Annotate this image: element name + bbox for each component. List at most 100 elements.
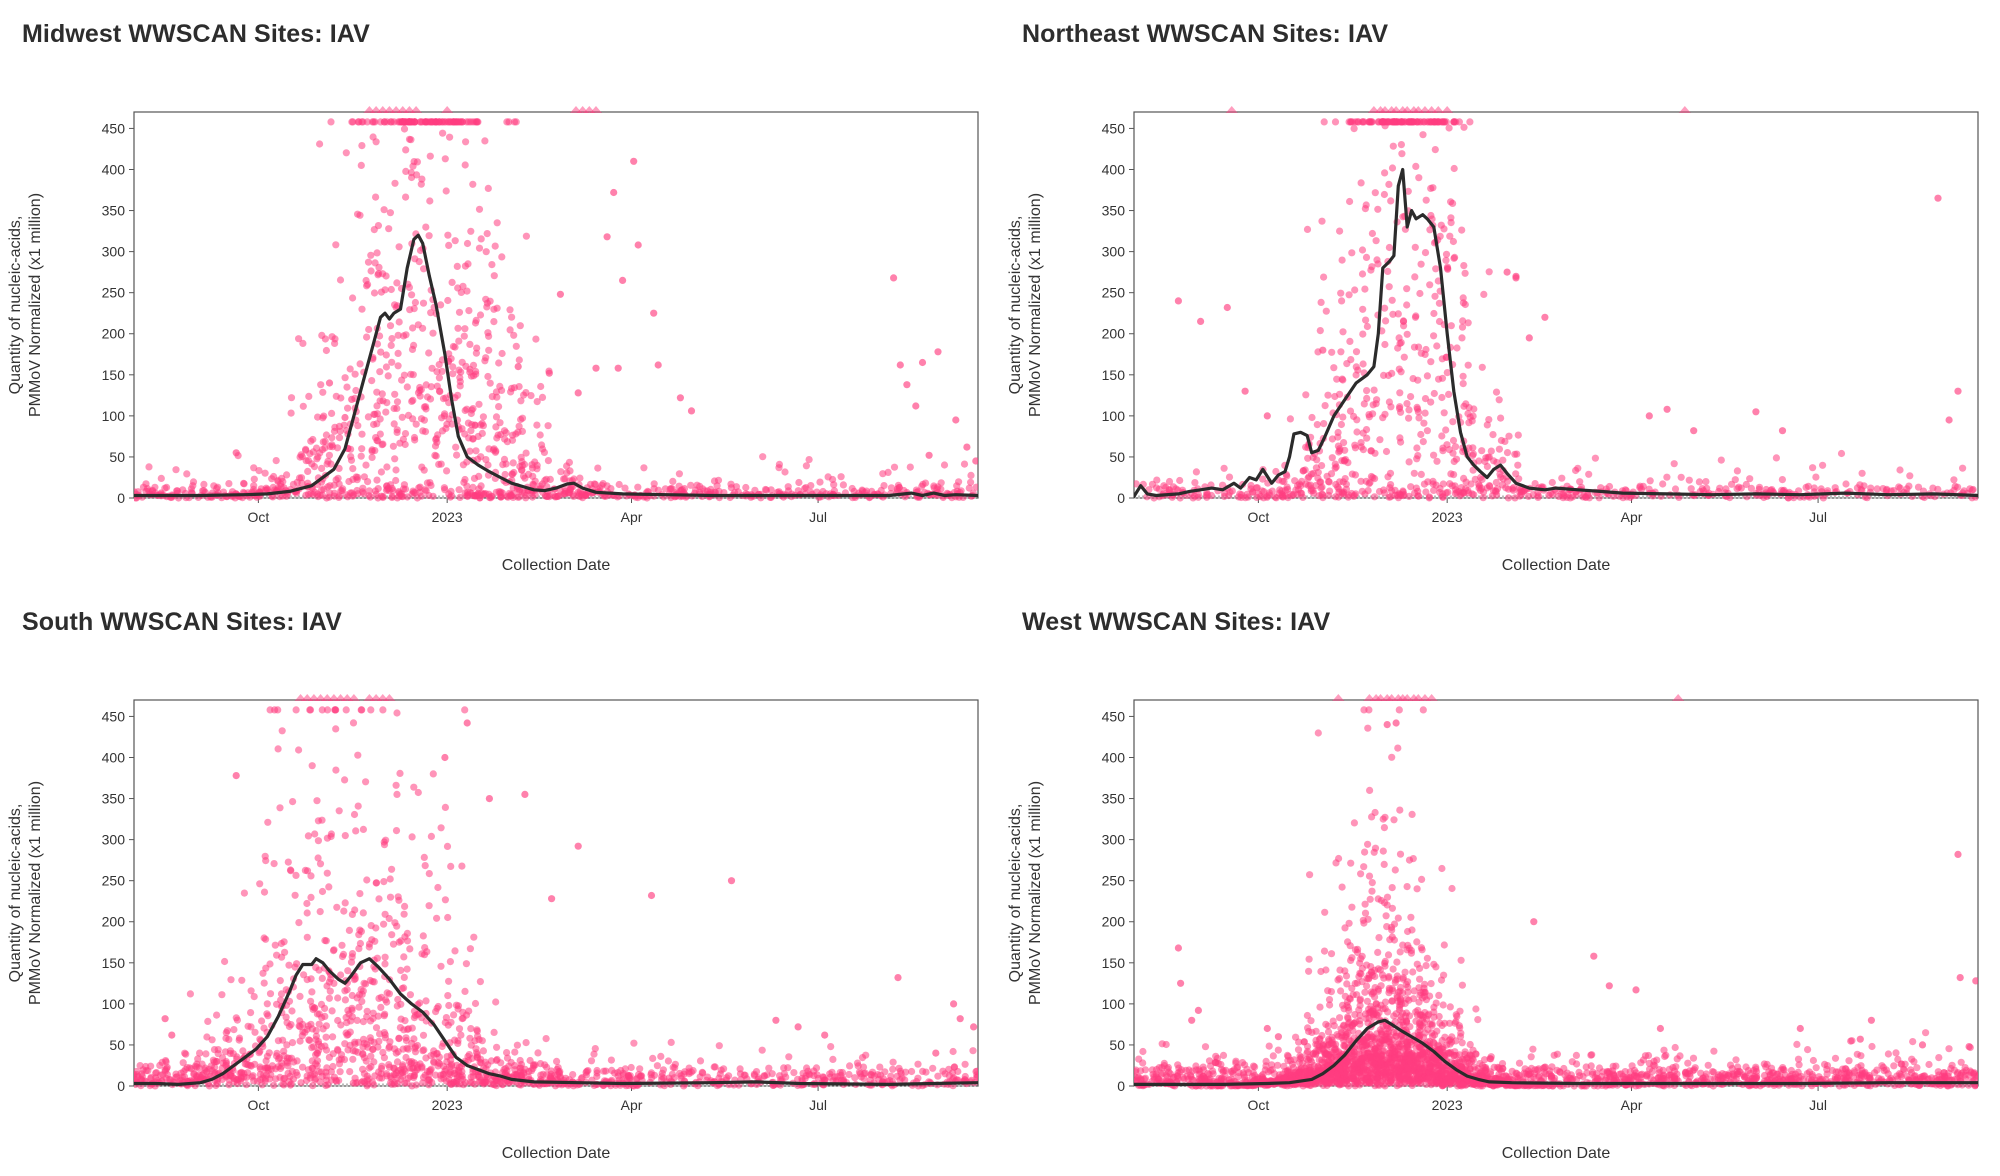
data-point <box>378 441 386 449</box>
data-point <box>233 1053 241 1061</box>
data-point <box>408 833 416 841</box>
data-point <box>1412 312 1420 320</box>
data-point <box>934 348 942 356</box>
data-point <box>1925 1060 1933 1069</box>
data-point <box>510 331 518 339</box>
data-point <box>1445 390 1453 398</box>
data-point <box>289 480 297 488</box>
data-point <box>925 451 933 459</box>
data-point <box>389 940 398 948</box>
data-point <box>180 1068 188 1076</box>
data-point <box>426 152 434 160</box>
data-point <box>186 990 194 998</box>
data-point <box>495 359 503 367</box>
data-point <box>543 1063 551 1071</box>
data-point <box>1374 260 1382 268</box>
data-point <box>1388 118 1396 126</box>
data-point <box>1247 481 1255 490</box>
data-point <box>1384 267 1392 275</box>
data-point <box>1449 199 1457 207</box>
data-point <box>409 162 417 170</box>
data-point <box>1372 237 1380 245</box>
data-point <box>1303 225 1312 233</box>
data-point <box>522 449 530 457</box>
data-point <box>309 1064 317 1072</box>
data-point <box>830 481 838 489</box>
data-point <box>365 487 373 495</box>
data-point <box>411 1043 419 1051</box>
data-point <box>1346 407 1355 415</box>
data-point <box>288 1007 296 1015</box>
data-point <box>437 460 445 468</box>
data-point <box>667 1038 675 1046</box>
data-point <box>293 1057 301 1065</box>
data-point <box>1280 477 1288 486</box>
data-point <box>455 118 463 126</box>
data-point <box>427 1052 435 1060</box>
data-point <box>1413 444 1421 452</box>
data-point <box>336 276 345 284</box>
data-point <box>1460 123 1468 131</box>
data-point <box>475 485 483 493</box>
data-point <box>198 1060 206 1068</box>
data-point <box>1302 443 1310 451</box>
data-point <box>950 1063 958 1071</box>
data-point <box>343 986 351 994</box>
data-point <box>1420 419 1428 427</box>
data-point <box>1752 408 1760 416</box>
chart-title: West WWSCAN Sites: IAV <box>1022 608 1331 636</box>
data-point <box>1809 464 1817 472</box>
data-point <box>1252 484 1260 492</box>
data-point <box>334 474 342 482</box>
data-point <box>1388 997 1396 1005</box>
data-point <box>1448 482 1456 490</box>
data-point <box>1430 1013 1438 1021</box>
data-point <box>349 719 358 727</box>
data-point <box>1272 467 1280 476</box>
data-point <box>734 488 742 496</box>
data-point <box>348 1013 356 1021</box>
data-point <box>1495 396 1503 404</box>
data-point <box>556 290 565 298</box>
data-point <box>1442 250 1451 258</box>
data-point <box>322 1033 330 1041</box>
data-point <box>312 1027 320 1035</box>
data-point <box>1312 1027 1320 1035</box>
data-point <box>630 1039 638 1047</box>
data-point <box>240 889 248 897</box>
data-point <box>506 306 514 314</box>
data-point <box>1466 413 1474 421</box>
data-point <box>490 272 498 280</box>
x-tick-label: Oct <box>247 1097 269 1113</box>
data-point <box>1238 491 1246 499</box>
data-point <box>261 486 269 494</box>
data-point <box>362 461 370 469</box>
data-point <box>1389 965 1397 973</box>
data-point <box>328 434 336 442</box>
data-point <box>752 1068 761 1076</box>
data-point <box>1318 462 1326 470</box>
data-point <box>896 361 904 369</box>
data-point <box>385 1044 393 1052</box>
data-point <box>263 1000 271 1008</box>
data-point <box>247 987 255 995</box>
data-point <box>391 390 399 398</box>
data-point <box>1467 480 1475 488</box>
data-point <box>333 903 341 911</box>
data-point <box>1381 304 1389 312</box>
data-point <box>272 1075 280 1083</box>
data-point <box>500 427 509 435</box>
data-point <box>675 470 684 478</box>
y-tick-label: 0 <box>117 490 125 506</box>
overflow-marker <box>1432 106 1445 113</box>
data-point <box>687 481 695 489</box>
data-point <box>524 1073 533 1081</box>
data-point <box>1379 414 1387 422</box>
data-point <box>759 453 767 461</box>
data-point <box>442 1014 450 1022</box>
data-point <box>452 1001 461 1009</box>
y-axis-label: PMMoV Normalized (x1 million) <box>1027 193 1044 417</box>
data-point <box>1411 243 1419 251</box>
data-point <box>286 866 295 874</box>
data-point <box>851 1074 859 1082</box>
